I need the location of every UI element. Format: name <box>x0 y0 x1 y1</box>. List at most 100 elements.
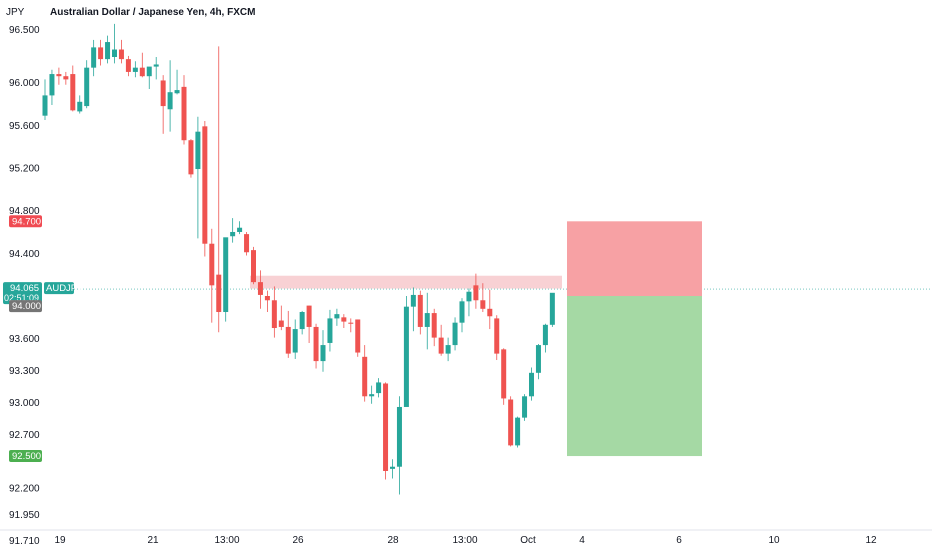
y-tick-label: 95.200 <box>9 163 40 174</box>
symbol-label: AUDJPY <box>46 283 84 294</box>
candle-body <box>542 324 548 346</box>
candle-body <box>306 305 312 327</box>
stop-loss-zone[interactable] <box>567 221 702 296</box>
candle-body <box>452 322 458 346</box>
y-tick-label: 96.500 <box>9 25 40 36</box>
y-tick-label: 95.600 <box>9 121 40 132</box>
candle-body <box>327 318 333 343</box>
candle-body <box>125 59 131 72</box>
candle-body <box>362 356 368 397</box>
candle-body <box>549 292 555 325</box>
candle-body <box>112 49 117 57</box>
candle-body <box>264 296 270 301</box>
candle-body <box>216 274 222 313</box>
candle-body <box>390 466 395 469</box>
candle-body <box>299 312 305 330</box>
take-profit-zone[interactable] <box>567 296 702 457</box>
candle-body <box>292 329 298 353</box>
candle-body <box>383 383 389 471</box>
candle-body <box>278 320 284 327</box>
candle-body <box>535 345 541 373</box>
candle-body <box>251 250 256 283</box>
candle-body <box>77 101 83 112</box>
y-tick-label: 91.950 <box>9 510 40 521</box>
target-price-badge: 92.500 <box>9 450 42 463</box>
candle-body <box>63 76 69 80</box>
candle-body <box>91 47 97 68</box>
stop-price-label: 94.700 <box>12 216 41 227</box>
candle-body <box>195 131 201 170</box>
y-tick-label: 93.000 <box>9 398 40 409</box>
level-price-badge: 94.000 <box>9 300 42 313</box>
candle-body <box>313 326 319 362</box>
x-tick-label: 13:00 <box>452 535 477 546</box>
candle-body <box>209 243 215 286</box>
candle-body <box>501 349 507 399</box>
candle-body <box>466 291 472 302</box>
currency-label: JPY <box>6 7 25 18</box>
candle-body <box>257 282 263 295</box>
candle-body <box>160 80 166 107</box>
candle-body <box>424 313 430 327</box>
candle-body <box>334 314 340 319</box>
candle-body <box>445 345 451 354</box>
candle-body <box>98 47 104 60</box>
candle-body <box>515 417 521 446</box>
x-axis: 19 21 13:00 26 28 13:00 Oct 4 6 10 12 <box>54 535 877 546</box>
candle-body <box>237 227 243 232</box>
candle-body <box>70 74 76 111</box>
candle-body <box>376 382 382 394</box>
x-tick-label: 28 <box>387 535 399 546</box>
candle-body <box>522 396 528 418</box>
y-tick-label: 93.300 <box>9 366 40 377</box>
candle-body <box>188 140 194 175</box>
current-price-label: 94.065 <box>10 283 39 294</box>
candle-body <box>417 294 423 327</box>
candle-body <box>42 95 48 116</box>
x-tick-label: 10 <box>768 535 780 546</box>
resistance-zone[interactable] <box>250 275 562 289</box>
candle-body <box>285 326 291 354</box>
candle-body <box>153 64 159 67</box>
x-tick-label: 4 <box>579 535 585 546</box>
candle-body <box>396 406 402 467</box>
candle-body <box>410 294 416 307</box>
candle-body <box>167 92 173 110</box>
x-tick-label: 12 <box>865 535 877 546</box>
target-price-label: 92.500 <box>12 451 41 462</box>
stop-price-badge: 94.700 <box>9 215 42 228</box>
candle-body <box>348 322 354 324</box>
candle-body <box>473 285 479 301</box>
candle-body <box>459 301 465 323</box>
x-tick-label: 19 <box>54 535 66 546</box>
candle-body <box>105 42 111 60</box>
x-tick-label: 6 <box>676 535 682 546</box>
candle-body <box>132 67 138 72</box>
y-tick-label: 93.600 <box>9 334 40 345</box>
candle-body <box>431 313 437 338</box>
y-tick-label: 94.400 <box>9 249 40 260</box>
candles <box>42 23 555 495</box>
candle-body <box>49 74 55 96</box>
chart-title: Australian Dollar / Japanese Yen, 4h, FX… <box>50 7 255 18</box>
y-tick-label: 94.800 <box>9 206 40 217</box>
y-tick-label: 92.200 <box>9 484 40 495</box>
candle-body <box>529 372 534 397</box>
x-tick-label: Oct <box>520 535 536 546</box>
x-tick-label: 21 <box>147 535 159 546</box>
candle-body <box>369 394 375 397</box>
y-tick-label: 96.000 <box>9 78 40 89</box>
candle-body <box>355 319 361 353</box>
candle-body <box>181 86 187 141</box>
candle-body <box>480 300 486 309</box>
candle-body <box>223 237 229 313</box>
candle-body <box>84 67 90 107</box>
candle-body <box>202 126 208 244</box>
candle-body <box>118 49 124 60</box>
y-tick-label: 92.700 <box>9 430 40 441</box>
candle-body <box>341 317 347 322</box>
countdown-label: 02:51:09 <box>4 293 39 303</box>
candle-body <box>174 90 180 94</box>
candle-body <box>508 399 514 446</box>
